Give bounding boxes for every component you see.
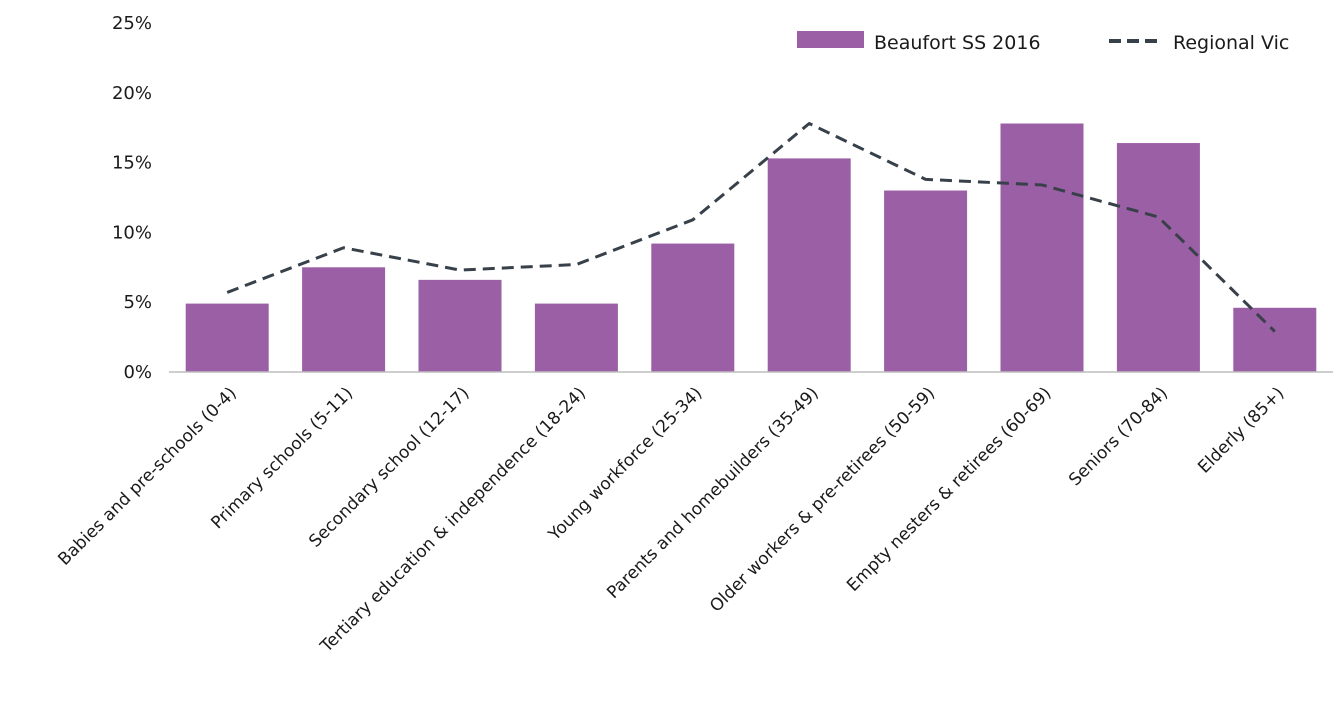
x-tick-label: Older workers & pre-retirees (50-59)	[706, 383, 939, 616]
line-series	[226, 122, 1276, 333]
bar	[1116, 143, 1200, 372]
legend-bar-swatch	[797, 31, 864, 48]
bar	[418, 279, 502, 372]
bar	[884, 190, 968, 372]
x-tick-label: Empty nesters & retirees (60-69)	[843, 383, 1055, 595]
legend-item-bar: Beaufort SS 2016	[797, 31, 1041, 54]
y-tick-label: 15%	[112, 153, 152, 174]
bar	[185, 303, 269, 372]
bar	[1233, 307, 1317, 372]
y-tick-label: 25%	[112, 13, 152, 34]
legend-bar-label: Beaufort SS 2016	[874, 32, 1041, 54]
y-axis: 0% 5% 10% 15% 20% 25%	[112, 13, 152, 383]
bar	[302, 267, 386, 372]
x-tick-label: Parents and homebuilders (35-49)	[603, 383, 823, 603]
bar	[1000, 123, 1084, 373]
line-series-path	[226, 122, 1276, 333]
x-tick-label: Tertiary education & independence (18-24…	[316, 383, 590, 657]
y-tick-label: 20%	[112, 83, 152, 104]
x-tick-label: Seniors (70-84)	[1065, 383, 1172, 490]
legend-line-label: Regional Vic	[1173, 32, 1289, 54]
bar	[534, 303, 618, 372]
bars-series	[185, 123, 1317, 373]
x-tick-label: Babies and pre-schools (0-4)	[54, 383, 240, 569]
bar	[651, 243, 735, 372]
x-tick-label: Elderly (85+)	[1194, 383, 1288, 477]
y-tick-label: 0%	[123, 362, 152, 383]
x-axis: Babies and pre-schools (0-4)Primary scho…	[54, 383, 1288, 657]
y-tick-label: 5%	[123, 292, 152, 313]
legend: Beaufort SS 2016 Regional Vic	[797, 31, 1289, 54]
bar	[767, 158, 851, 372]
y-tick-label: 10%	[112, 222, 152, 243]
legend-item-line: Regional Vic	[1109, 32, 1289, 54]
